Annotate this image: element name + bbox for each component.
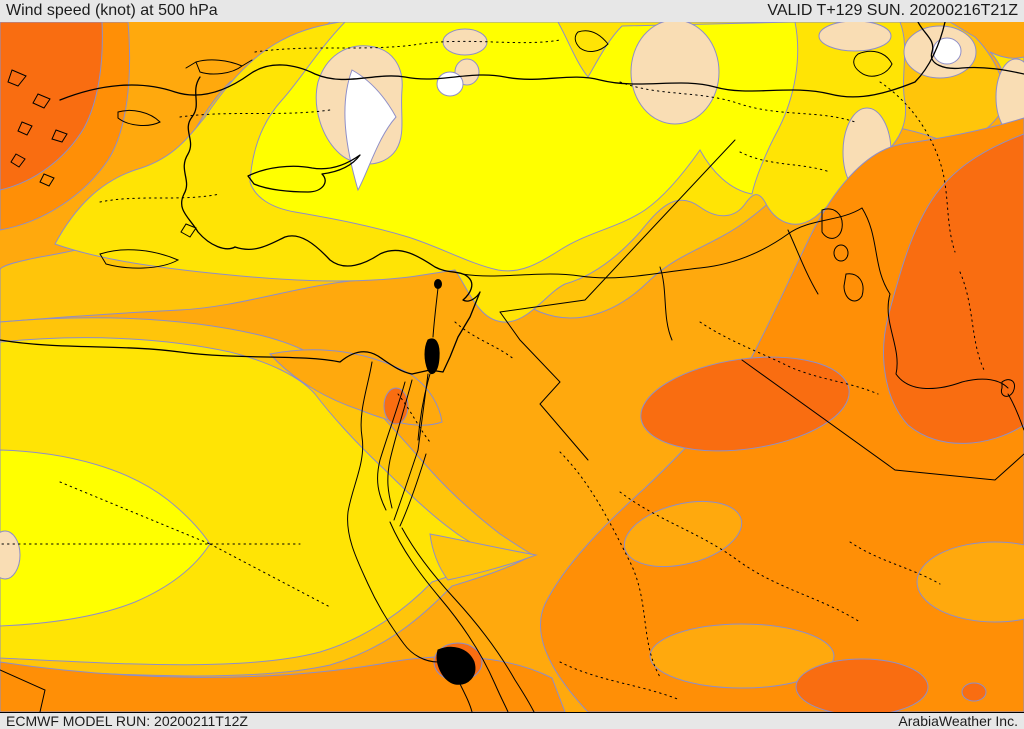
band-orange-inlier-3: [916, 541, 1024, 623]
header-bar: Wind speed (knot) at 500 hPa VALID T+129…: [0, 0, 1024, 22]
nile-south-tail: [459, 683, 473, 712]
band-redorange-south-saudi: [795, 658, 929, 712]
credit-label: ArabiaWeather Inc.: [898, 713, 1018, 729]
map-title: Wind speed (knot) at 500 hPa: [6, 2, 218, 19]
lake-van: [853, 50, 893, 77]
cyprus-island: [247, 154, 361, 193]
band-peach-ne-1: [818, 22, 892, 52]
red-sea-west-coast: [389, 521, 509, 712]
dead-sea: [424, 338, 440, 374]
wadi-araba-line: [417, 373, 431, 441]
aegean-islands: [7, 69, 197, 238]
euphrates-river: [659, 266, 673, 341]
coastline-north-africa: [0, 339, 413, 375]
border-jordan-saudi: [499, 311, 589, 461]
band-redorange-zagros: [883, 133, 1024, 444]
coastline-caspian: [917, 22, 1024, 75]
band-white-tuz: [436, 71, 464, 97]
gulf-of-aqaba: [393, 449, 427, 527]
band-orange-inlier-2: [649, 623, 835, 689]
band-redorange-central-saudi: [640, 356, 850, 452]
red-sea-east-coast: [401, 527, 535, 712]
border-saudi-iraq-kuwait: [741, 359, 1024, 481]
band-orange-inlier-1: [623, 500, 743, 568]
border-egypt-israel: [417, 373, 429, 451]
band-redorange-se-spot: [961, 682, 987, 702]
iraq-lakes: [821, 208, 864, 302]
crete-island: [99, 249, 180, 269]
valid-time-label: VALID T+129 SUN. 20200216T21Z: [767, 2, 1018, 19]
tigris-river: [787, 229, 819, 295]
band-redorange-aegean: [0, 22, 103, 191]
nile-river: [347, 361, 439, 663]
footer-bar: ECMWF MODEL RUN: 20200211T12Z ArabiaWeat…: [0, 712, 1024, 729]
map-canvas[interactable]: [0, 22, 1024, 712]
band-peach-topcenter: [630, 22, 720, 125]
wind-speed-contour-map: [0, 22, 1024, 712]
band-gold-tongue: [429, 533, 538, 581]
lake-nasser: [436, 646, 476, 685]
band-white-caspian: [932, 37, 962, 65]
band-white-cappadocia: [344, 69, 397, 192]
band-darkorange-south-egypt: [0, 656, 566, 712]
band-peach-west-edge: [0, 530, 21, 580]
admin-boundaries-dotted: [1, 39, 986, 701]
kuwait-bay: [1000, 379, 1024, 431]
coastline-mediterranean-levant: [234, 235, 481, 375]
border-turkey-syria: [461, 207, 863, 279]
coastline-marmara: [185, 59, 253, 75]
border-iran-iraq: [861, 207, 1009, 390]
border-bottom-left: [0, 669, 46, 712]
model-run-label: ECMWF MODEL RUN: 20200211T12Z: [6, 713, 248, 729]
coastline-aegean: [181, 76, 236, 250]
gulf-of-suez: [377, 379, 413, 511]
jordan-river: [432, 287, 439, 338]
sea-of-galilee: [434, 279, 442, 289]
lake-tuz: [574, 30, 609, 52]
border-iraq-syria-jordan: [499, 139, 736, 313]
coastline-black-sea: [59, 22, 946, 101]
coastlines-and-borders: [0, 22, 1024, 712]
